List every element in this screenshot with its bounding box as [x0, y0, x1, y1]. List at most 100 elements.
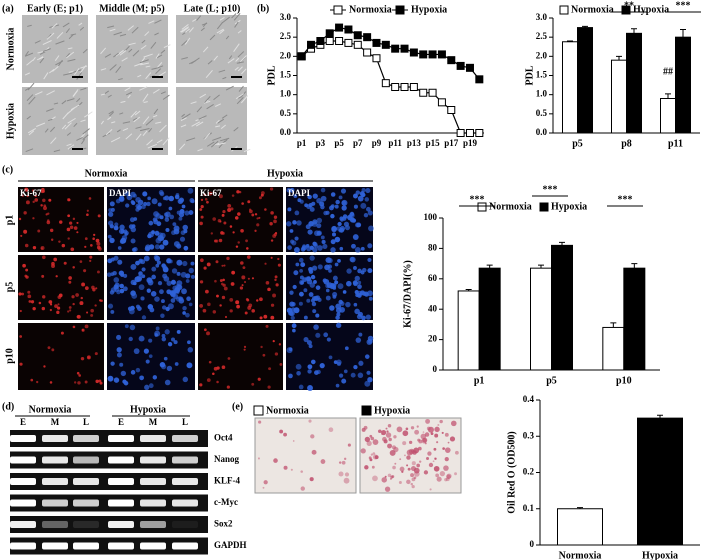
- cell: [139, 59, 149, 64]
- nucleus: [328, 269, 332, 273]
- cell: [142, 93, 149, 102]
- nucleus: [173, 228, 180, 235]
- nucleus: [319, 362, 325, 369]
- cell: [155, 121, 162, 124]
- point: [391, 83, 400, 91]
- nucleus: [248, 303, 253, 308]
- row-label: Normoxia: [5, 28, 16, 71]
- nucleus: [60, 331, 64, 335]
- point: [437, 50, 446, 59]
- cell: [181, 27, 189, 33]
- lipid: [320, 459, 326, 464]
- nucleus: [344, 346, 349, 351]
- nucleus: [116, 352, 122, 358]
- cell: [140, 62, 150, 66]
- lipid: [387, 473, 392, 478]
- error-bar: [657, 414, 663, 419]
- nucleus: [108, 211, 114, 217]
- nucleus: [182, 311, 186, 315]
- lipid: [423, 470, 429, 475]
- lane-label: E: [118, 417, 124, 427]
- nucleus: [159, 232, 166, 239]
- nucleus: [119, 288, 125, 294]
- band: [140, 456, 166, 464]
- lipid: [437, 423, 440, 426]
- nucleus: [203, 328, 207, 332]
- nucleus: [120, 237, 127, 244]
- lipid: [416, 463, 421, 468]
- cell: [199, 93, 207, 99]
- row-label: p5: [4, 282, 15, 293]
- nucleus: [140, 296, 145, 301]
- y-tick-label: 40: [428, 303, 438, 313]
- y-tick-label: 0.3: [523, 430, 535, 440]
- band: [172, 499, 198, 507]
- nucleus: [292, 284, 297, 290]
- nucleus: [273, 219, 277, 224]
- cell: [233, 43, 240, 53]
- nucleus: [129, 324, 136, 331]
- nucleus: [151, 266, 157, 272]
- band: [73, 499, 99, 507]
- nucleus: [337, 221, 342, 227]
- point: [437, 98, 446, 107]
- x-tick-label: Hypoxia: [642, 550, 678, 560]
- y-axis-label: Oil Red O (OD500): [506, 431, 517, 514]
- nucleus: [55, 275, 58, 278]
- nucleus: [144, 246, 151, 252]
- nucleus: [365, 206, 371, 212]
- cell: [143, 53, 153, 58]
- cell: [42, 40, 52, 46]
- cell: [144, 31, 150, 37]
- nucleus: [190, 199, 195, 204]
- cell: [159, 124, 167, 133]
- cell: [122, 121, 131, 124]
- nucleus: [337, 283, 344, 290]
- cell: [82, 128, 90, 135]
- cell: [24, 72, 30, 76]
- cell: [145, 118, 154, 126]
- nucleus: [164, 217, 170, 222]
- point: [335, 37, 344, 45]
- lipid: [372, 454, 378, 460]
- nucleus: [216, 380, 219, 384]
- nucleus: [164, 329, 170, 335]
- cell: [48, 118, 53, 122]
- nucleus: [149, 307, 155, 313]
- nucleus: [96, 245, 101, 250]
- nucleus: [30, 378, 34, 382]
- lipid: [446, 474, 451, 480]
- lipid: [432, 460, 435, 463]
- error-bar: [631, 28, 637, 34]
- cell: [180, 124, 187, 128]
- nucleus: [334, 262, 339, 267]
- nucleus: [113, 277, 120, 283]
- point: [344, 25, 353, 34]
- cell: [44, 128, 49, 133]
- nucleus: [18, 217, 22, 221]
- nucleus: [291, 302, 296, 307]
- lipid: [371, 465, 375, 469]
- cell: [236, 97, 244, 105]
- lipid: [370, 453, 373, 456]
- nucleus: [311, 265, 318, 271]
- nucleus: [180, 271, 187, 278]
- lipid: [283, 465, 288, 470]
- lipid: [390, 475, 394, 479]
- nucleus: [72, 266, 75, 269]
- nucleus: [223, 264, 226, 267]
- nucleus: [30, 300, 35, 304]
- lipid: [361, 427, 366, 432]
- point: [353, 40, 362, 49]
- nucleus: [170, 298, 176, 303]
- nucleus: [272, 340, 275, 343]
- lipid: [434, 433, 439, 438]
- lipid: [410, 482, 413, 486]
- nucleus: [80, 356, 85, 361]
- nucleus: [316, 223, 322, 229]
- nucleus: [41, 255, 46, 260]
- nucleus: [241, 284, 244, 287]
- lipid: [338, 461, 342, 464]
- nucleus: [123, 286, 128, 292]
